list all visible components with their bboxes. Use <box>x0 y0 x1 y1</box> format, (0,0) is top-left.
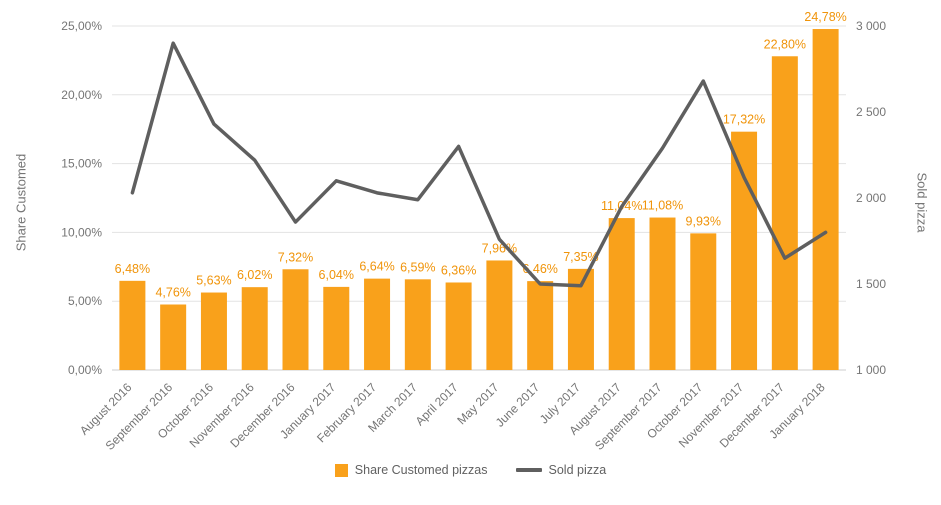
bar-value-label: 24,78% <box>804 10 846 24</box>
bar-series-swatch-icon <box>334 463 348 477</box>
bar-share-customed[interactable] <box>771 56 798 370</box>
x-category-label: June 2017 <box>493 380 543 430</box>
bar-share-customed[interactable] <box>690 233 717 370</box>
bar-value-label: 4,76% <box>155 286 190 300</box>
bar-share-customed[interactable] <box>731 131 758 370</box>
bar-share-customed[interactable] <box>649 217 676 370</box>
bar-share-customed[interactable] <box>282 269 309 370</box>
bar-share-customed[interactable] <box>812 29 839 371</box>
y-left-tick-label: 20,00% <box>61 88 102 102</box>
y-left-tick-label: 10,00% <box>61 225 102 239</box>
bar-value-label: 22,80% <box>764 37 806 51</box>
y-right-tick-label: 2 000 <box>856 191 886 205</box>
bar-share-customed[interactable] <box>364 278 391 370</box>
y-left-tick-label: 0,00% <box>68 363 102 377</box>
bar-share-customed[interactable] <box>486 260 513 370</box>
right-axis-title: Sold pizza <box>914 172 930 233</box>
bar-value-label: 9,93% <box>686 214 721 228</box>
y-right-tick-label: 3 000 <box>856 19 886 33</box>
y-left-tick-label: 15,00% <box>61 157 102 171</box>
bar-value-label: 11,08% <box>642 199 683 213</box>
bar-share-customed[interactable] <box>527 281 554 370</box>
bar-share-customed[interactable] <box>160 304 187 370</box>
chart-legend: Share Customed pizzas Sold pizza <box>0 463 941 477</box>
bar-share-customed[interactable] <box>608 218 635 370</box>
bar-value-label: 17,32% <box>723 113 765 127</box>
y-right-tick-label: 1 000 <box>856 363 886 377</box>
bar-value-label: 6,02% <box>237 268 272 282</box>
y-left-tick-label: 25,00% <box>61 19 102 33</box>
bar-share-customed[interactable] <box>200 292 227 370</box>
y-right-tick-label: 2 500 <box>856 105 886 119</box>
x-category-label: April 2017 <box>413 380 461 428</box>
bar-value-label: 6,59% <box>400 260 435 274</box>
bar-value-label: 6,48% <box>115 262 150 276</box>
legend-item-sold-pizza: Sold pizza <box>515 463 607 477</box>
bar-value-label: 6,36% <box>441 263 476 277</box>
bar-share-customed[interactable] <box>404 279 431 370</box>
bar-value-label: 7,96% <box>482 241 517 255</box>
bar-value-label: 6,64% <box>359 260 394 274</box>
bar-share-customed[interactable] <box>241 287 268 370</box>
legend-label-sold-pizza: Sold pizza <box>548 463 607 477</box>
y-right-tick-label: 1 500 <box>856 277 886 291</box>
bar-value-label: 5,63% <box>196 274 231 288</box>
legend-label-share-customed: Share Customed pizzas <box>354 463 488 477</box>
left-axis-title: Share Customed <box>13 153 29 252</box>
bar-value-label: 7,35% <box>563 250 598 264</box>
bar-value-label: 7,32% <box>278 250 313 264</box>
legend-item-share-customed: Share Customed pizzas <box>334 463 488 477</box>
bar-share-customed[interactable] <box>323 286 350 370</box>
line-sold-pizza <box>130 41 828 288</box>
bar-share-customed[interactable] <box>119 280 146 370</box>
bar-share-customed[interactable] <box>445 282 472 370</box>
bar-value-label: 6,04% <box>319 268 354 282</box>
y-left-tick-label: 5,00% <box>68 294 102 308</box>
line-series-swatch-icon <box>515 468 542 472</box>
